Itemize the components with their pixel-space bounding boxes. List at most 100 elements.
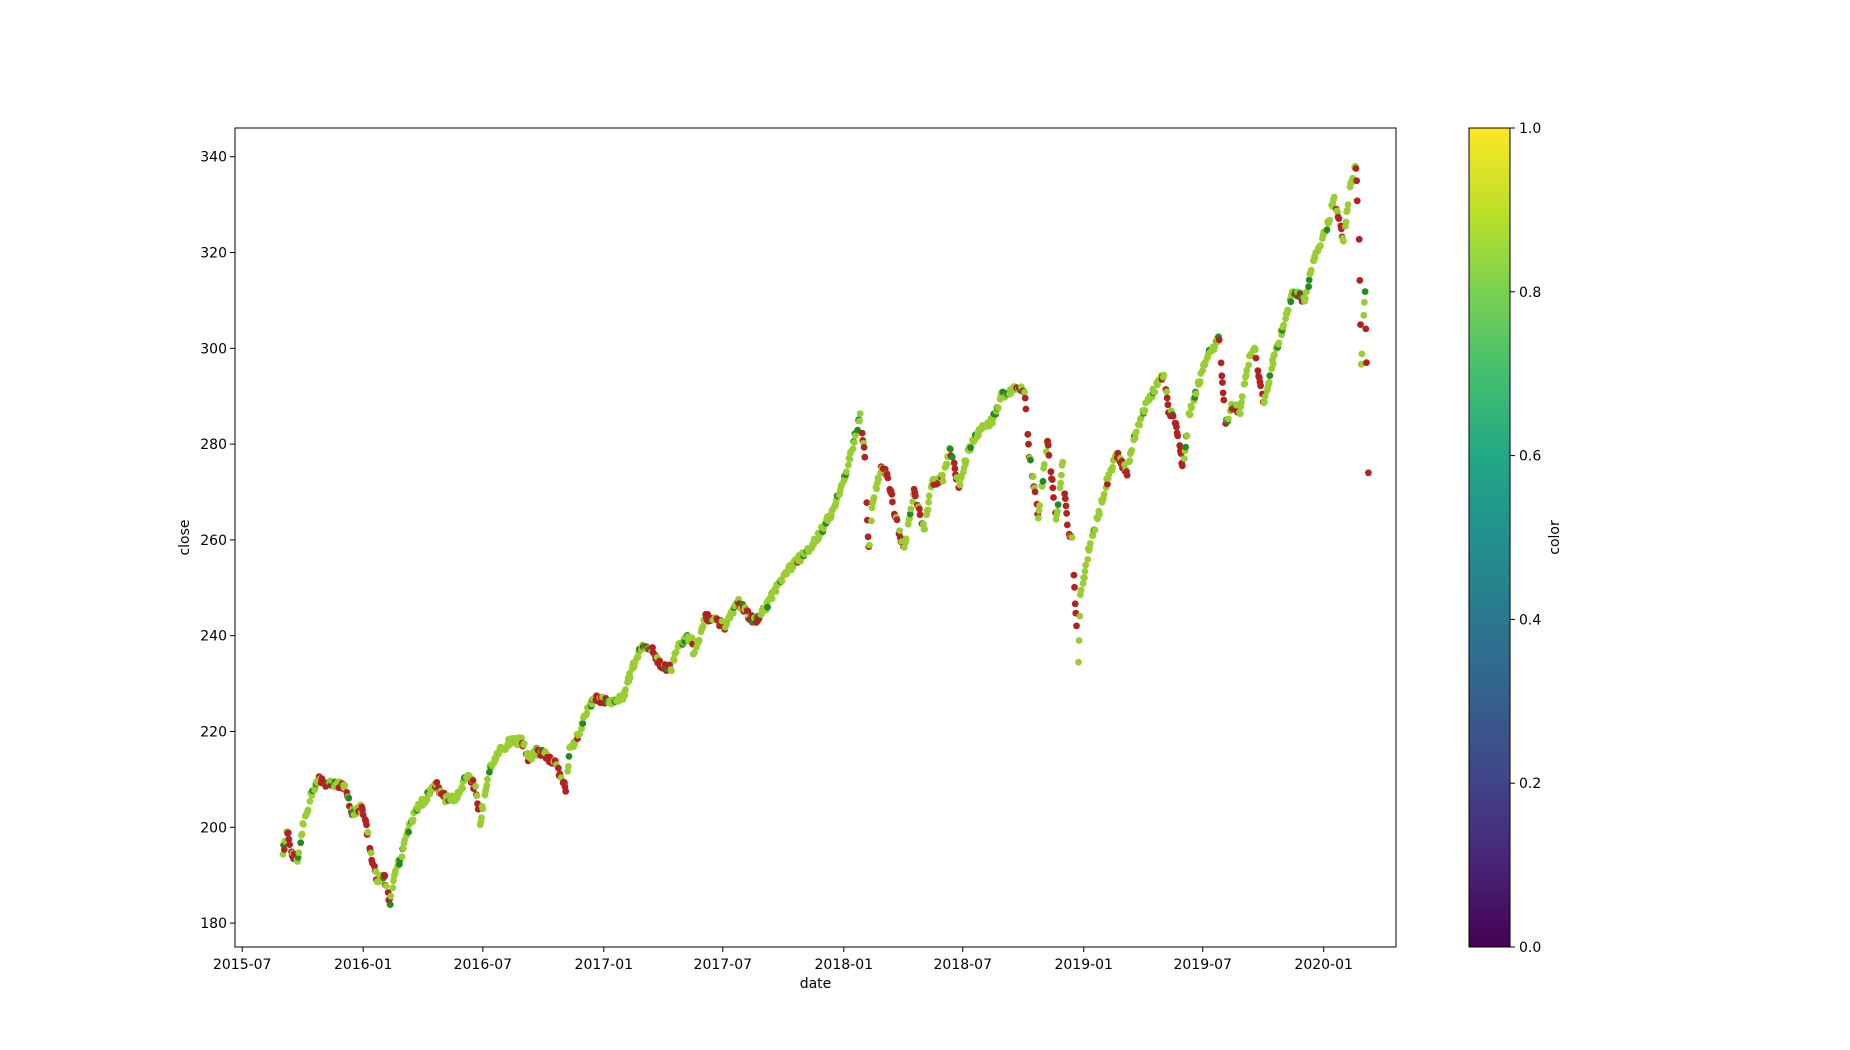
data-point [1254,367,1262,374]
data-point [691,649,698,656]
data-point [1062,502,1070,510]
colorbar-tick-label: 0.0 [1519,940,1541,956]
data-point [1021,394,1029,402]
data-point [1305,283,1312,290]
data-point [1075,658,1082,666]
data-point [1182,443,1189,451]
data-point [364,828,372,836]
data-point [300,821,307,828]
data-point [280,846,288,853]
data-point [843,468,850,476]
x-axis-label: date [800,976,832,992]
data-point [850,439,858,446]
data-point [925,498,932,506]
data-point [1280,321,1287,329]
y-tick-label: 200 [200,820,227,836]
data-point [1199,367,1207,374]
data-point [1054,507,1061,515]
colorbar-tick-label: 0.6 [1519,449,1541,465]
data-point [1241,380,1249,388]
data-point [1039,477,1047,485]
data-point [1070,571,1078,579]
data-point [1357,321,1364,328]
data-point [1029,473,1037,481]
data-point [1126,457,1134,464]
data-point [562,787,570,795]
data-point [1303,288,1310,296]
data-point [1058,471,1065,479]
data-point [1136,421,1143,429]
data-point [555,764,562,772]
x-tick-label: 2016-01 [334,957,393,973]
data-point [884,474,892,482]
data-point [1238,393,1246,400]
data-point [783,570,790,578]
data-point [868,517,875,525]
data-point [873,485,880,493]
data-point [1044,441,1052,449]
data-point [520,740,528,747]
x-tick-label: 2016-07 [454,957,513,973]
data-point [797,557,804,565]
data-point [478,814,485,822]
data-point [298,830,306,838]
data-point [1353,177,1360,185]
data-point [583,710,591,717]
data-point [939,471,946,479]
x-tick-label: 2019-01 [1054,957,1113,973]
data-point [405,828,412,836]
data-point [1243,366,1251,374]
data-point [1059,458,1067,466]
y-tick-label: 300 [200,341,227,357]
data-point [827,512,835,520]
data-point [1068,534,1076,541]
data-point [306,798,314,805]
data-point [1096,511,1103,518]
data-point [1176,442,1184,449]
data-point [1225,415,1232,423]
data-point [387,892,395,900]
data-point [1218,372,1226,380]
data-point [1063,509,1070,517]
data-point [956,481,964,489]
data-point [473,792,481,800]
data-point [856,417,863,425]
data-point [1048,476,1056,483]
data-point [386,901,394,908]
data-point [1252,354,1260,362]
data-point [1305,276,1313,284]
data-point [958,473,965,481]
data-point [578,725,585,733]
data-point [1084,556,1092,563]
data-point [367,849,375,857]
data-point [1269,360,1277,368]
data-point [723,620,731,628]
data-point [688,634,696,642]
data-point [1344,206,1351,214]
data-point [778,577,786,585]
data-point [672,648,680,656]
x-tick-label: 2018-01 [815,957,874,973]
x-tick-label: 2018-07 [934,957,993,973]
data-point [849,445,857,453]
data-point [1024,430,1032,438]
data-point [1330,193,1338,201]
data-point [1054,501,1062,508]
data-point [1342,218,1350,226]
data-point [621,692,629,699]
data-point [962,457,970,465]
data-point [285,835,293,843]
data-point [1284,307,1292,314]
data-point [912,492,919,500]
data-point [579,720,587,727]
data-point [768,595,776,603]
data-point [1363,359,1370,367]
data-point [483,781,491,789]
colorbar-ticks: 0.0 0.2 0.4 0.6 0.8 1.0 [1510,121,1541,956]
data-point [1025,440,1032,448]
data-point [382,882,390,890]
data-point [1123,471,1131,479]
data-point [907,505,915,513]
data-point [921,525,928,533]
